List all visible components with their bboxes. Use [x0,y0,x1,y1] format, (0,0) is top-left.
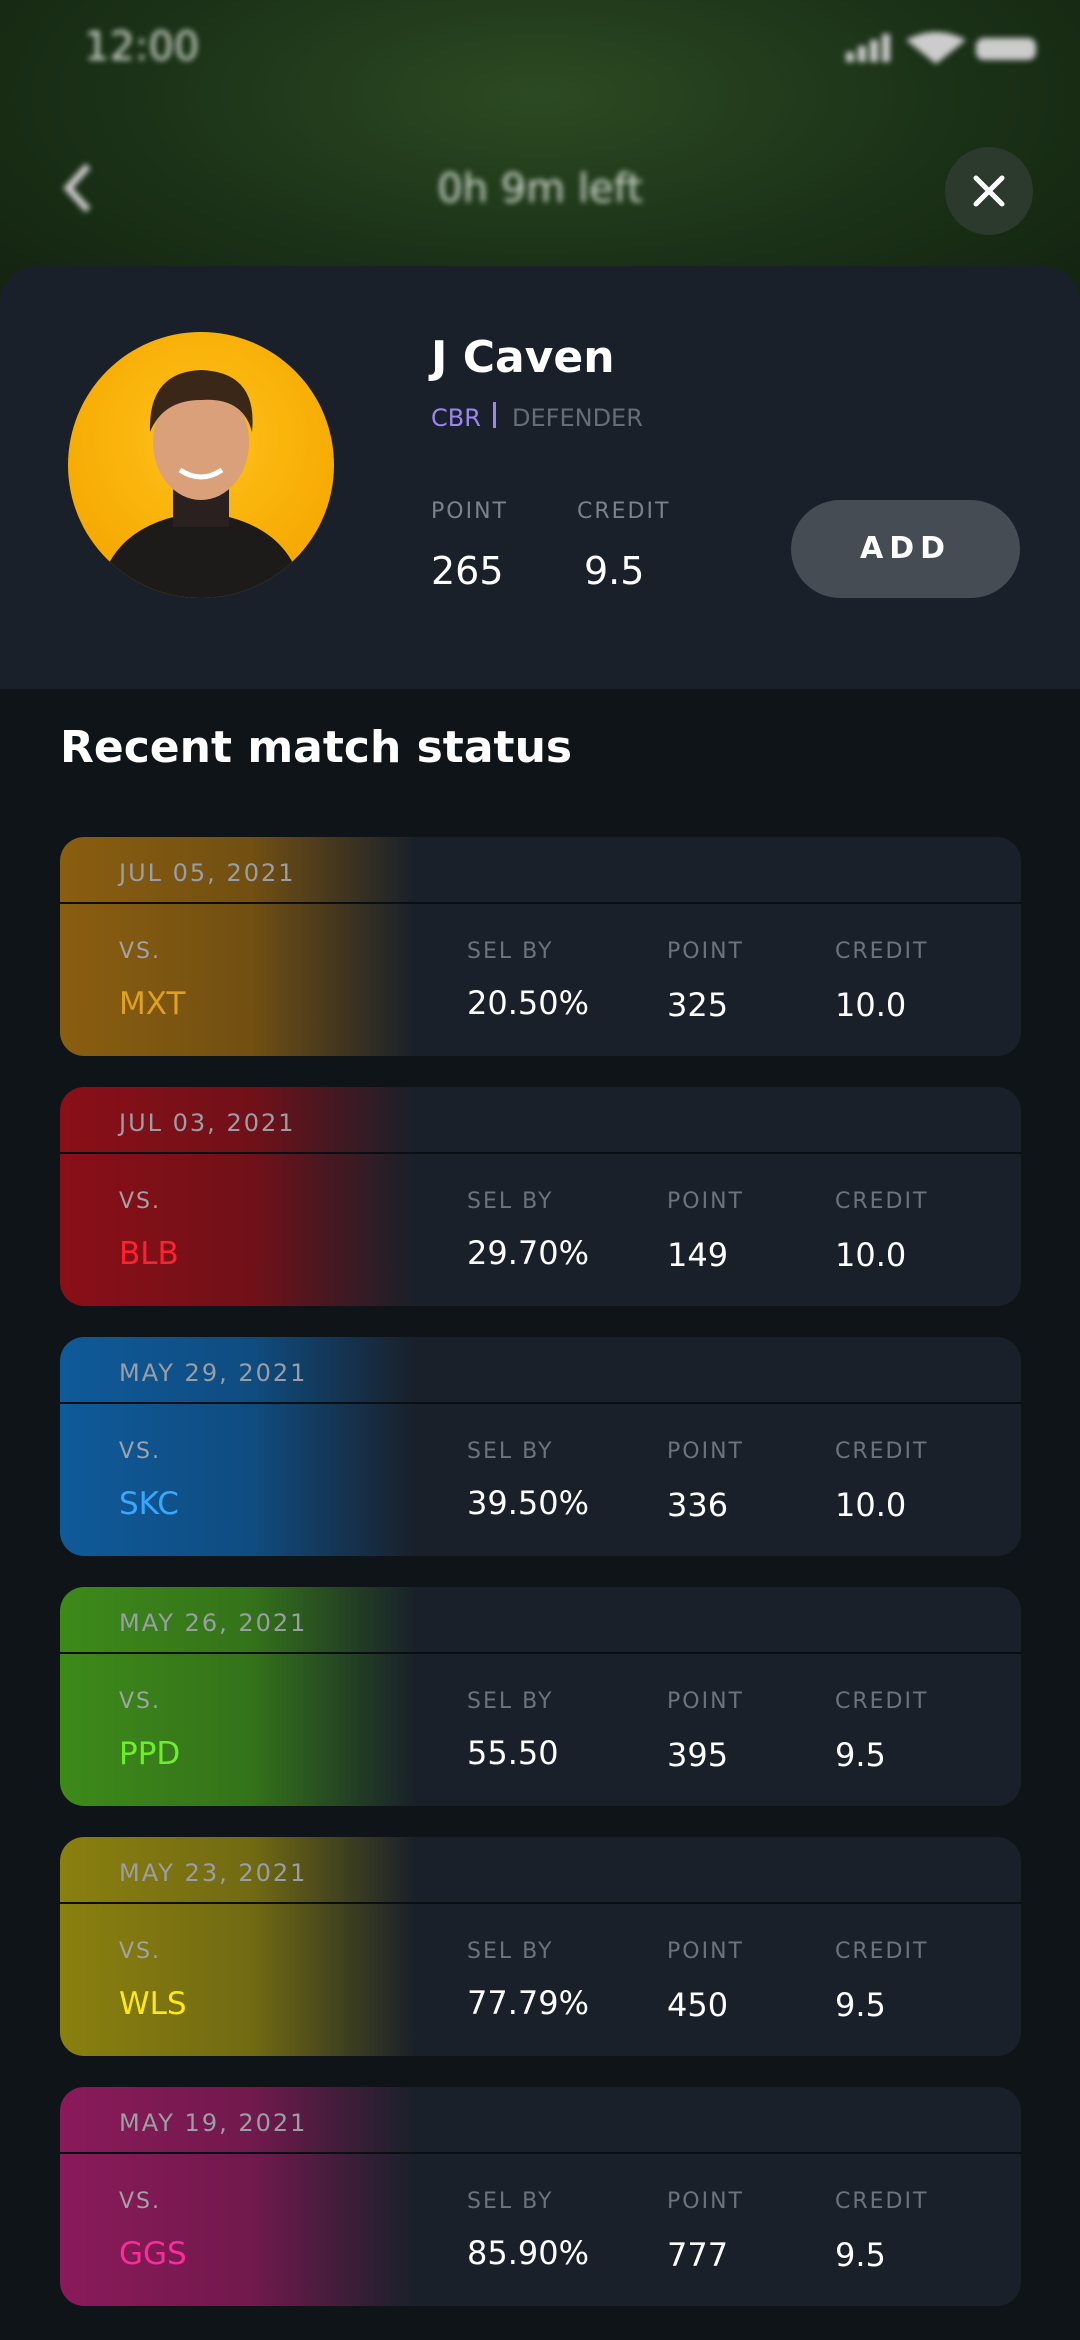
divider [60,2152,1021,2154]
match-date: MAY 19, 2021 [119,2109,308,2137]
player-credit: 9.5 [584,549,645,593]
match-card: MAY 23, 2021 VS. WLS SEL BY 77.79% POINT 450 CR… [60,1837,1021,2056]
point-value: 395 [667,1736,729,1774]
credit-label: CREDIT [835,1189,929,1214]
credit-value: 10.0 [835,1236,907,1274]
match-card: MAY 19, 2021 VS. GGS SEL BY 85.90% POINT 777 CR… [60,2087,1021,2306]
match-card: JUL 05, 2021 VS. MXT SEL BY 20.50% POINT 325 CR… [60,837,1021,1056]
vs-label: VS. [119,1689,162,1714]
point-label: POINT [667,1689,744,1714]
vs-label: VS. [119,1939,162,1964]
point-value: 325 [667,986,729,1024]
divider [60,902,1021,904]
point-label: POINT [667,939,744,964]
point-value: 450 [667,1986,729,2024]
player-role: DEFENDER [512,404,643,432]
sel-by-label: SEL BY [467,1939,554,1964]
match-date: MAY 29, 2021 [119,1359,308,1387]
sel-by-value: 39.50% [467,1484,590,1522]
sel-by-value: 85.90% [467,2234,590,2272]
match-card: MAY 29, 2021 VS. SKC SEL BY 39.50% POINT 336 CR… [60,1337,1021,1556]
opponent: MXT [119,986,186,1022]
point-value: 336 [667,1486,729,1524]
point-label: POINT [667,1439,744,1464]
divider [60,1152,1021,1154]
sel-by-value: 20.50% [467,984,590,1022]
status-time: 12:00 [84,24,200,70]
point-label: POINT [667,1939,744,1964]
vs-label: VS. [119,2189,162,2214]
credit-label: CREDIT [835,1439,929,1464]
sel-by-label: SEL BY [467,1189,554,1214]
opponent: PPD [119,1736,181,1772]
back-button[interactable] [60,160,100,220]
sel-by-label: SEL BY [467,1439,554,1464]
status-icons [846,32,1036,64]
divider [60,1652,1021,1654]
match-date: MAY 26, 2021 [119,1609,308,1637]
credit-label: CREDIT [835,1689,929,1714]
divider [60,1902,1021,1904]
vs-label: VS. [119,1439,162,1464]
sel-by-value: 77.79% [467,1984,590,2022]
credit-label: CREDIT [835,939,929,964]
separator [493,402,496,428]
credit-value: 9.5 [835,1736,886,1774]
credit-value: 9.5 [835,2236,886,2274]
match-date: JUL 03, 2021 [119,1109,296,1137]
match-card: JUL 03, 2021 VS. BLB SEL BY 29.70% POINT 149 CR… [60,1087,1021,1306]
header-title: 0h 9m left [437,166,643,212]
opponent: BLB [119,1236,179,1272]
sel-by-value: 29.70% [467,1234,590,1272]
point-value: 149 [667,1236,729,1274]
opponent: SKC [119,1486,179,1522]
sel-by-value: 55.50 [467,1734,559,1772]
point-label: POINT [667,1189,744,1214]
opponent: WLS [119,1986,187,2022]
vs-label: VS. [119,1189,162,1214]
credit-label: CREDIT [835,2189,929,2214]
match-card: MAY 26, 2021 VS. PPD SEL BY 55.50 POINT 395 CRE… [60,1587,1021,1806]
credit-value: 10.0 [835,986,907,1024]
credit-label: CREDIT [577,499,671,524]
section-title: Recent match status [60,722,573,773]
opponent: GGS [119,2236,187,2272]
point-label: POINT [431,499,508,524]
point-value: 777 [667,2236,729,2274]
vs-label: VS. [119,939,162,964]
match-date: JUL 05, 2021 [119,859,296,887]
player-team: CBR [431,404,481,432]
point-label: POINT [667,2189,744,2214]
sel-by-label: SEL BY [467,1689,554,1714]
player-point: 265 [431,549,504,593]
credit-value: 10.0 [835,1486,907,1524]
close-button[interactable] [945,147,1033,235]
player-avatar [68,332,334,598]
add-button[interactable]: ADD [791,500,1020,598]
sel-by-label: SEL BY [467,939,554,964]
sel-by-label: SEL BY [467,2189,554,2214]
player-name: J Caven [431,332,615,383]
credit-value: 9.5 [835,1986,886,2024]
match-date: MAY 23, 2021 [119,1859,308,1887]
divider [60,1402,1021,1404]
credit-label: CREDIT [835,1939,929,1964]
